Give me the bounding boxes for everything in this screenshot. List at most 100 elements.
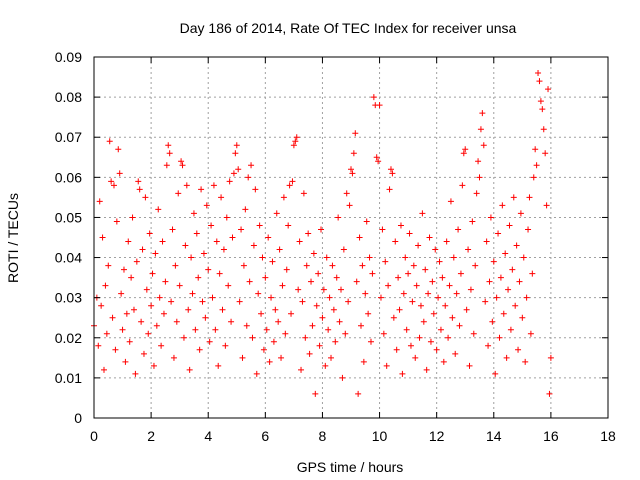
data-point [318,226,325,233]
data-point [425,290,432,297]
data-point [272,306,279,313]
data-point [375,158,382,165]
data-point [419,210,426,217]
data-point [326,294,333,301]
data-point [453,290,460,297]
data-point [196,346,203,353]
data-point [270,338,277,345]
plot-frame [93,56,609,419]
data-point [426,234,433,241]
data-point [215,362,222,369]
data-point [413,282,420,289]
data-point [172,262,179,269]
data-point [160,310,167,317]
data-point [306,350,313,357]
data-point [338,286,345,293]
data-point [185,306,192,313]
data-point [537,98,544,105]
data-point [432,246,439,253]
data-point [445,334,452,341]
data-point [493,294,500,301]
data-point [180,334,187,341]
data-point [527,330,534,337]
data-point [407,342,414,349]
data-point [329,262,336,269]
y-tick-label: 0.01 [55,370,82,386]
data-point [417,302,424,309]
data-point [399,370,406,377]
data-point [440,358,447,365]
data-point [513,242,520,249]
y-tick-label: 0.05 [55,209,82,225]
data-point [199,298,206,305]
data-point [320,286,327,293]
data-point [502,250,509,257]
data-point [275,318,282,325]
data-point [507,326,514,333]
data-point [523,294,530,301]
data-point [529,270,536,277]
data-point [392,238,399,245]
data-point [363,218,370,225]
data-point [486,278,493,285]
data-point [152,250,159,257]
data-point [546,390,553,397]
y-tick-label: 0.02 [55,330,82,346]
data-point [410,262,417,269]
data-point [285,222,292,229]
y-tick-label: 0.03 [55,290,82,306]
data-point [412,354,419,361]
grid-lines [94,57,608,418]
data-point [316,342,323,349]
data-point [178,158,185,165]
data-point [386,186,393,193]
data-point [280,194,287,201]
data-point [323,254,330,261]
data-point [252,186,259,193]
data-point [179,162,186,169]
data-point [466,362,473,369]
data-point [265,234,272,241]
data-point [282,330,289,337]
data-point [295,286,302,293]
data-point [332,338,339,345]
data-point [119,326,126,333]
data-point [209,294,216,301]
data-point [343,190,350,197]
data-point [298,366,305,373]
data-point [232,150,239,157]
data-point [450,254,457,261]
data-point [213,238,220,245]
data-point [376,102,383,109]
y-tick-label: 0 [74,410,82,426]
data-point [256,222,263,229]
data-point [430,310,437,317]
data-point [248,162,255,169]
data-point [146,230,153,237]
data-point [142,194,149,201]
data-point [536,78,543,85]
data-point [325,326,332,333]
data-point [452,350,459,357]
data-point [547,354,554,361]
x-tick-labels: 0 2 4 6 8 10 12 14 16 18 [90,428,616,444]
data-point [268,294,275,301]
data-point [120,266,127,273]
data-point [286,182,293,189]
data-point [532,146,539,153]
data-point [222,342,229,349]
data-point [525,226,532,233]
data-point [520,254,527,261]
data-point [539,106,546,113]
data-point [350,150,357,157]
data-point [125,238,132,245]
data-point [469,218,476,225]
data-point [415,242,422,249]
data-point [342,330,349,337]
x-tick-label: 18 [600,428,616,444]
data-point [226,178,233,185]
data-point [420,318,427,325]
data-point [293,134,300,141]
data-point [126,338,133,345]
data-point [166,150,173,157]
